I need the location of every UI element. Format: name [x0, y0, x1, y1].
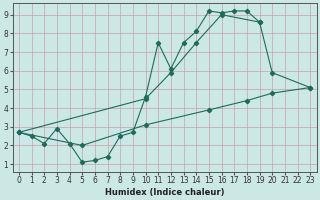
X-axis label: Humidex (Indice chaleur): Humidex (Indice chaleur) — [105, 188, 224, 197]
